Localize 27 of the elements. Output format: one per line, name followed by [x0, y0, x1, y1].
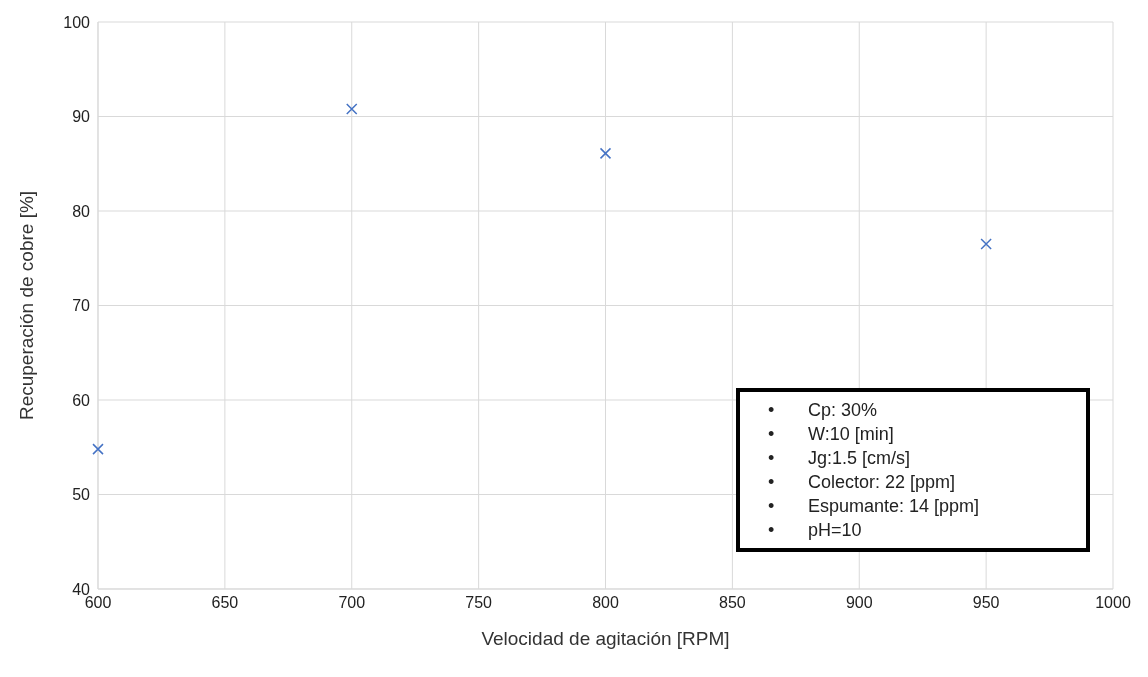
point: [980, 238, 992, 250]
y-tick-label: 70: [72, 297, 91, 315]
x-tick-label: 700: [338, 594, 366, 612]
y-tick-label: 100: [63, 13, 91, 31]
y-tick-label: 60: [72, 391, 91, 409]
x-tick-label: 1000: [1095, 594, 1131, 612]
x-tick-label: 600: [84, 594, 112, 612]
annotation: • Colector: 22 [ppm]: [768, 471, 957, 494]
annotation: • W:10 [min]: [768, 423, 895, 446]
x-tick-label: 650: [211, 594, 239, 612]
x-axis-title: Velocidad de agitación [RPM]: [481, 628, 730, 649]
y-tick-label: 90: [72, 108, 91, 126]
x-tick-label: 750: [465, 594, 493, 612]
point: [599, 147, 612, 160]
y-axis-title: Recuperación de cobre [%]: [15, 190, 37, 421]
annotation: • pH=10: [768, 519, 863, 542]
x-tick-label: 800: [592, 594, 619, 612]
annotation: • Jg:1.5 [cm/s]: [768, 447, 912, 470]
annotation: • Espumante: 14 [ppm]: [768, 495, 981, 518]
y-tick-label: 80: [72, 202, 91, 220]
x-tick-label: 900: [845, 594, 873, 612]
point: [92, 443, 104, 455]
x-tick-label: 850: [719, 594, 746, 612]
point: [346, 103, 358, 115]
annotation: • Cp: 30%: [768, 399, 879, 422]
y-tick-label: 50: [72, 486, 91, 504]
x-tick-label: 950: [972, 594, 1000, 612]
